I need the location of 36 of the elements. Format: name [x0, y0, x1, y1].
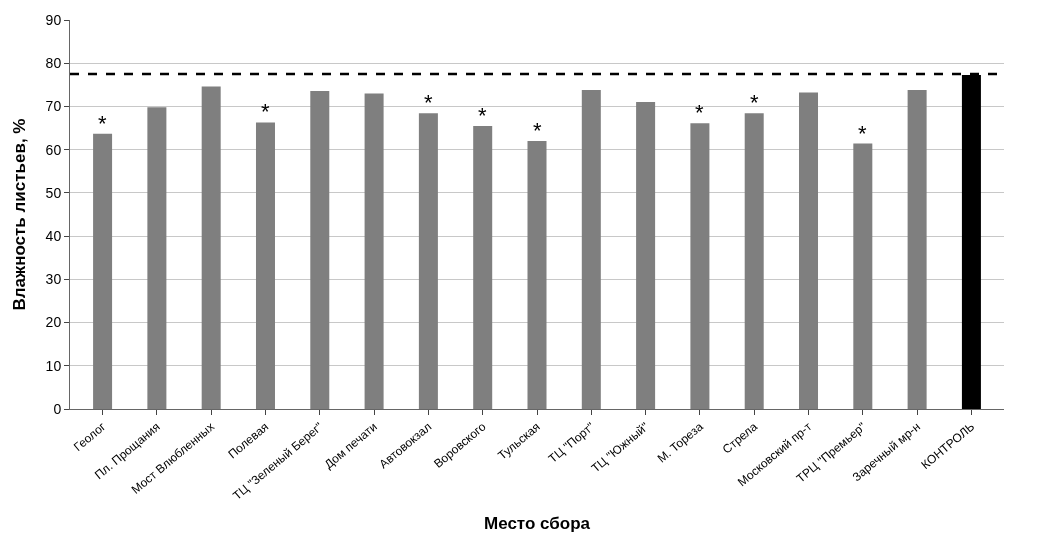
bar: [201, 86, 221, 409]
annotation: *: [533, 118, 542, 143]
bar: [744, 113, 764, 409]
y-axis-title: Влажность листьев, %: [10, 118, 30, 311]
x-axis-title: Место сбора: [483, 514, 591, 534]
y-tick-label: 10: [45, 357, 62, 374]
bar: [636, 102, 656, 409]
annotation: *: [858, 121, 867, 146]
annotation: *: [695, 100, 704, 125]
bar: [690, 123, 710, 409]
y-tick-label: 40: [45, 228, 62, 245]
bar: [473, 125, 493, 409]
y-tick-label: 30: [45, 271, 62, 288]
bar: [310, 90, 330, 409]
y-tick-label: 80: [45, 55, 62, 72]
y-tick-label: 0: [53, 400, 62, 417]
annotation: *: [98, 111, 107, 136]
bar: [907, 90, 927, 409]
bar: [853, 143, 873, 409]
bar: [364, 93, 384, 409]
bar: [147, 107, 167, 409]
y-tick-label: 20: [45, 314, 62, 331]
y-tick-label: 50: [45, 184, 62, 201]
y-tick-label: 70: [45, 98, 62, 115]
annotation: *: [261, 99, 270, 124]
bar: [581, 90, 601, 409]
annotation: *: [424, 90, 433, 115]
bar: [255, 122, 275, 409]
bar: [93, 133, 113, 409]
y-tick-label: 60: [45, 141, 62, 158]
y-tick-label: 90: [45, 11, 62, 28]
annotation: *: [750, 90, 759, 115]
bar: [527, 141, 547, 409]
annotation: *: [478, 103, 487, 128]
bar: [418, 113, 438, 409]
bar: [799, 92, 819, 409]
